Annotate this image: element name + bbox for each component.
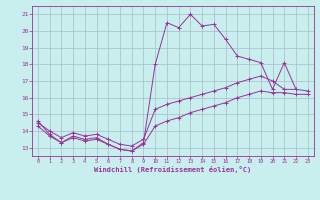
X-axis label: Windchill (Refroidissement éolien,°C): Windchill (Refroidissement éolien,°C): [94, 166, 252, 173]
